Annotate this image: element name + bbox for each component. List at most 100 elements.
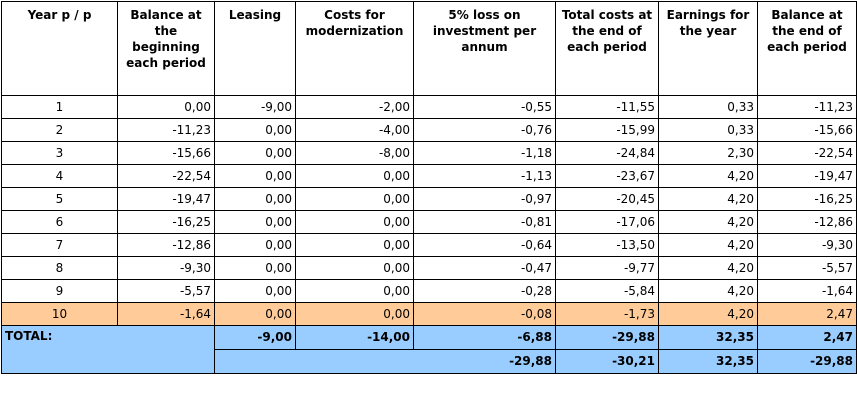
cell-earnings: 2,30 — [658, 141, 758, 165]
cell-balance-begin: -9,30 — [117, 256, 215, 280]
cell-loss: -0,47 — [413, 256, 556, 280]
cell-balance-end: -9,30 — [757, 233, 857, 257]
cell-earnings: 0,33 — [658, 118, 758, 142]
cell-balance-end: -16,25 — [757, 187, 857, 211]
cell-year: 10 — [1, 302, 118, 326]
header-leasing: Leasing — [214, 1, 296, 96]
header-modernization: Costs for modernization — [295, 1, 414, 96]
cell-leasing: 0,00 — [214, 141, 296, 165]
cell-leasing: 0,00 — [214, 187, 296, 211]
cell-total-costs: -23,67 — [555, 164, 659, 188]
cell-loss: -0,97 — [413, 187, 556, 211]
cell-balance-begin: 0,00 — [117, 95, 215, 119]
header-total-costs: Total costs at the end of each period — [555, 1, 659, 96]
total2-loss: -29,88 — [214, 349, 556, 374]
table-row: 6 -16,25 0,00 0,00 -0,81 -17,06 4,20 -12… — [1, 210, 857, 234]
total-row-2: -29,88 -30,21 32,35 -29,88 — [2, 349, 857, 374]
cell-balance-end: -5,57 — [757, 256, 857, 280]
cell-earnings: 4,20 — [658, 210, 758, 234]
cell-balance-begin: -11,23 — [117, 118, 215, 142]
table-row: 7 -12,86 0,00 0,00 -0,64 -13,50 4,20 -9,… — [1, 233, 857, 257]
total2-earnings: 32,35 — [658, 349, 758, 374]
cell-leasing: -9,00 — [214, 95, 296, 119]
header-earnings: Earnings for the year — [658, 1, 758, 96]
total-earnings: 32,35 — [658, 325, 758, 350]
table-row: 9 -5,57 0,00 0,00 -0,28 -5,84 4,20 -1,64 — [1, 279, 857, 303]
header-loss: 5% loss on investment per annum — [413, 1, 556, 96]
cell-loss: -0,55 — [413, 95, 556, 119]
cell-leasing: 0,00 — [214, 256, 296, 280]
table-row: 4 -22,54 0,00 0,00 -1,13 -23,67 4,20 -19… — [1, 164, 857, 188]
total-loss: -6,88 — [413, 325, 556, 350]
cell-balance-begin: -19,47 — [117, 187, 215, 211]
cell-total-costs: -1,73 — [555, 302, 659, 326]
cell-modernization: 0,00 — [295, 279, 414, 303]
cell-year: 5 — [1, 187, 118, 211]
cell-leasing: 0,00 — [214, 210, 296, 234]
cell-earnings: 4,20 — [658, 256, 758, 280]
cell-modernization: -8,00 — [295, 141, 414, 165]
cell-year: 2 — [1, 118, 118, 142]
cell-total-costs: -13,50 — [555, 233, 659, 257]
cell-earnings: 4,20 — [658, 187, 758, 211]
cell-balance-end: -22,54 — [757, 141, 857, 165]
cell-total-costs: -9,77 — [555, 256, 659, 280]
cell-earnings: 0,33 — [658, 95, 758, 119]
cell-year: 4 — [1, 164, 118, 188]
total-balance-end: 2,47 — [757, 325, 857, 350]
cell-loss: -0,81 — [413, 210, 556, 234]
cell-modernization: 0,00 — [295, 233, 414, 257]
cell-year: 3 — [1, 141, 118, 165]
cell-loss: -1,13 — [413, 164, 556, 188]
total-label: TOTAL: — [1, 325, 215, 374]
cell-balance-begin: -22,54 — [117, 164, 215, 188]
cell-balance-begin: -1,64 — [117, 302, 215, 326]
cell-earnings: 4,20 — [658, 233, 758, 257]
cell-balance-end: -1,64 — [757, 279, 857, 303]
cell-loss: -0,64 — [413, 233, 556, 257]
total-modernization: -14,00 — [295, 325, 414, 350]
cell-modernization: 0,00 — [295, 302, 414, 326]
cell-year: 9 — [1, 279, 118, 303]
cell-modernization: -4,00 — [295, 118, 414, 142]
total2-total-costs: -30,21 — [555, 349, 659, 374]
cell-loss: -0,08 — [413, 302, 556, 326]
cell-balance-end: -12,86 — [757, 210, 857, 234]
header-year: Year p / p — [1, 1, 118, 96]
cell-year: 8 — [1, 256, 118, 280]
table-row: 1 0,00 -9,00 -2,00 -0,55 -11,55 0,33 -11… — [1, 95, 857, 119]
cell-modernization: 0,00 — [295, 210, 414, 234]
cell-balance-end: 2,47 — [757, 302, 857, 326]
cell-earnings: 4,20 — [658, 279, 758, 303]
cell-leasing: 0,00 — [214, 233, 296, 257]
cell-earnings: 4,20 — [658, 302, 758, 326]
cell-balance-end: -19,47 — [757, 164, 857, 188]
cell-balance-begin: -12,86 — [117, 233, 215, 257]
cell-balance-begin: -5,57 — [117, 279, 215, 303]
cell-loss: -0,76 — [413, 118, 556, 142]
cell-balance-begin: -15,66 — [117, 141, 215, 165]
balance-table: Year p / p Balance at the beginning each… — [1, 1, 857, 374]
table-row: 8 -9,30 0,00 0,00 -0,47 -9,77 4,20 -5,57 — [1, 256, 857, 280]
cell-leasing: 0,00 — [214, 279, 296, 303]
cell-total-costs: -17,06 — [555, 210, 659, 234]
table-row: 3 -15,66 0,00 -8,00 -1,18 -24,84 2,30 -2… — [1, 141, 857, 165]
cell-loss: -1,18 — [413, 141, 556, 165]
cell-modernization: 0,00 — [295, 164, 414, 188]
cell-modernization: -2,00 — [295, 95, 414, 119]
cell-modernization: 0,00 — [295, 187, 414, 211]
total-row: TOTAL: -9,00 -14,00 -6,88 -29,88 32,35 2… — [1, 325, 857, 374]
cell-year: 1 — [1, 95, 118, 119]
cell-leasing: 0,00 — [214, 164, 296, 188]
cell-total-costs: -11,55 — [555, 95, 659, 119]
table-row-highlighted: 10 -1,64 0,00 0,00 -0,08 -1,73 4,20 2,47 — [1, 302, 857, 326]
cell-total-costs: -15,99 — [555, 118, 659, 142]
header-balance-end: Balance at the end of each period — [757, 1, 857, 96]
cell-year: 7 — [1, 233, 118, 257]
total2-balance-end: -29,88 — [757, 349, 857, 374]
cell-balance-end: -11,23 — [757, 95, 857, 119]
table-row: 2 -11,23 0,00 -4,00 -0,76 -15,99 0,33 -1… — [1, 118, 857, 142]
cell-balance-end: -15,66 — [757, 118, 857, 142]
cell-total-costs: -24,84 — [555, 141, 659, 165]
cell-balance-begin: -16,25 — [117, 210, 215, 234]
